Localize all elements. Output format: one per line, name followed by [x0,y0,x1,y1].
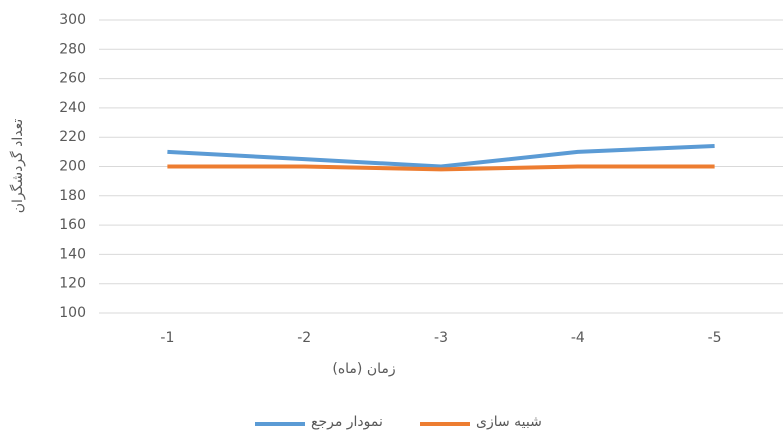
x-tick-label: -1 [160,330,174,346]
x-axis-label: زمان (ماه) [332,361,395,377]
series-line [167,164,715,172]
y-tick-label: 220 [59,129,86,145]
series-line [167,143,715,169]
y-tick-label: 240 [59,100,86,116]
x-tick-label: -5 [708,330,722,346]
y-tick-label: 300 [59,12,86,28]
legend-label: شبیه سازی [476,414,542,430]
y-tick-label: 140 [59,246,86,262]
y-tick-label: 120 [59,276,86,292]
y-tick-label: 200 [59,159,86,175]
legend-label: نمودار مرجع [311,414,383,430]
y-tick-label: 280 [59,41,86,57]
y-tick-label: 100 [59,305,86,321]
x-tick-label: -2 [297,330,311,346]
y-axis-label: تعداد گردشگران [9,119,26,214]
x-tick-label: -3 [434,330,448,346]
x-tick-label: -4 [571,330,585,346]
y-tick-label: 160 [59,217,86,233]
y-tick-label: 260 [59,71,86,87]
y-tick-label: 180 [59,188,86,204]
